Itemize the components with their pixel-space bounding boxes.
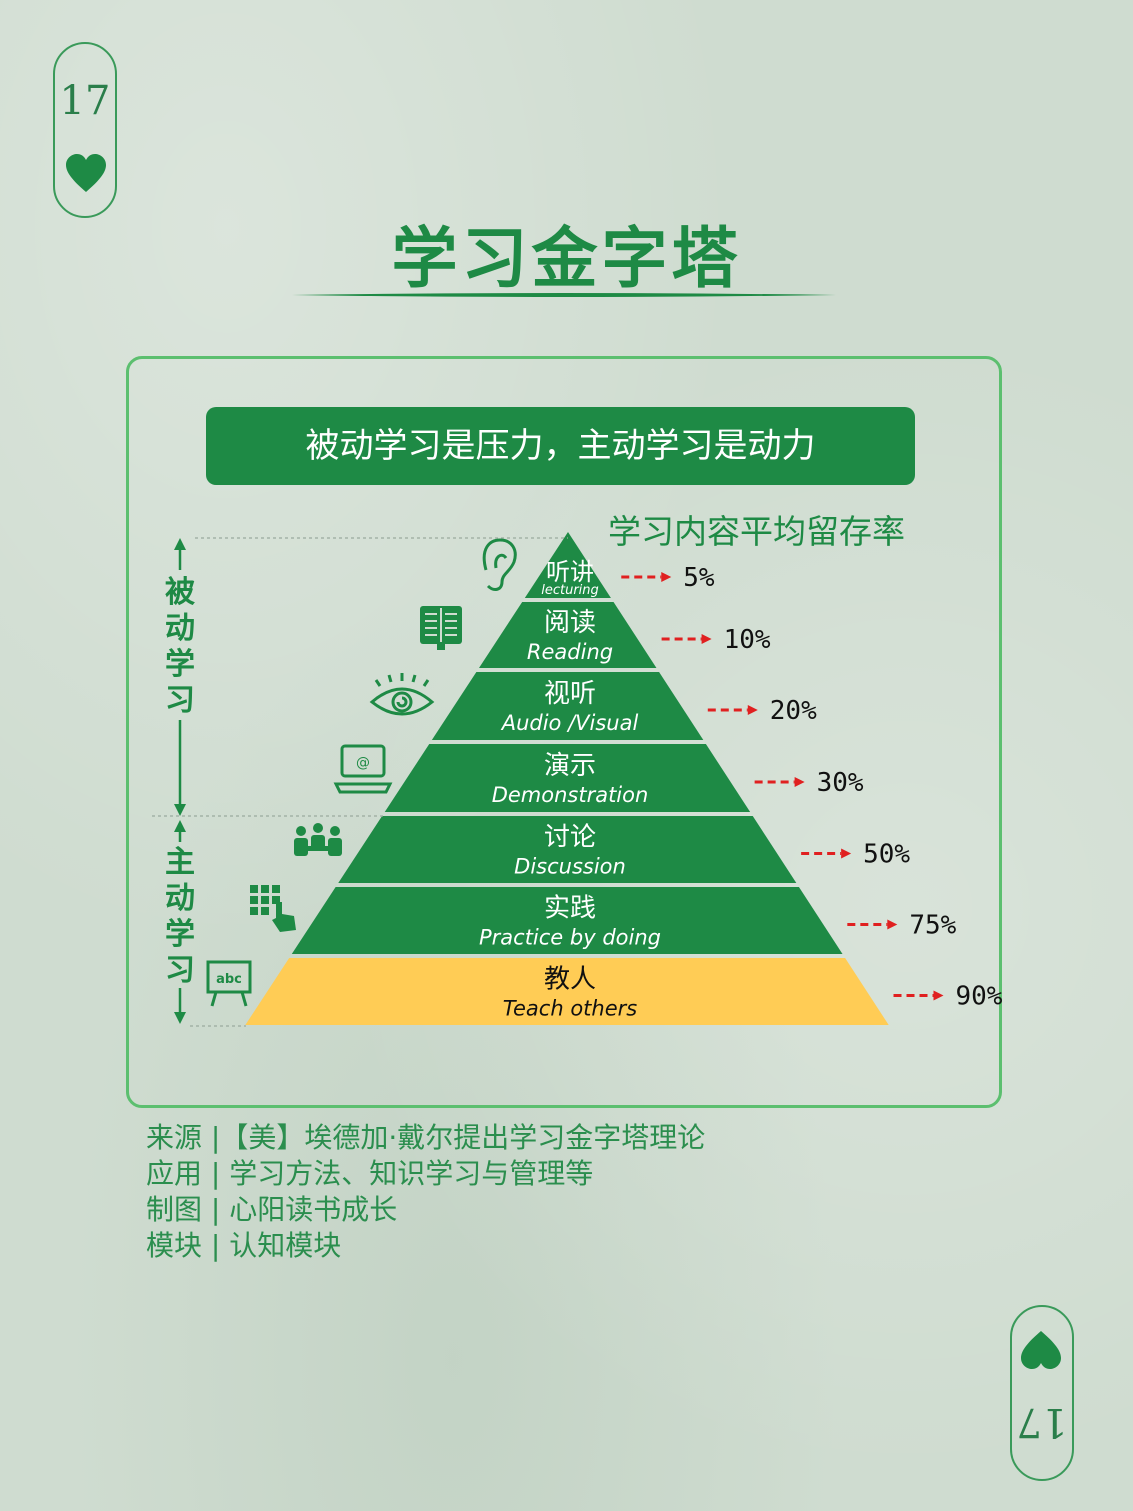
group-discussion-icon xyxy=(294,823,342,856)
layer-label-en: Practice by doing xyxy=(479,926,661,950)
layer-label-cn: 教人 xyxy=(544,965,596,995)
retention-arrow-head xyxy=(794,777,805,787)
corner-tag-top: 17 xyxy=(53,42,117,218)
retention-rate-title: 学习内容平均留存率 xyxy=(608,512,905,551)
retention-percent: 20% xyxy=(770,696,817,726)
retention-arrow-head xyxy=(701,634,712,644)
pyramid-layer xyxy=(245,958,889,1025)
layer-label-cn: 阅读 xyxy=(544,608,596,638)
footer-source: 来源 |【美】埃德加·戴尔提出学习金字塔理论 xyxy=(146,1121,706,1154)
retention-percent: 90% xyxy=(956,982,1003,1012)
keypad-touch-icon xyxy=(250,885,296,932)
pyramid-layer xyxy=(384,744,751,812)
corner-tag-bottom: 17 xyxy=(1010,1305,1074,1481)
pyramid-layer xyxy=(338,816,797,883)
retention-percent: 10% xyxy=(724,625,771,655)
side-bracket xyxy=(174,538,186,1024)
retention-percent: 30% xyxy=(817,768,864,798)
retention-percent: 50% xyxy=(863,840,910,870)
passive-learning-label: 被动学习 xyxy=(165,575,195,718)
layer-label-en: Reading xyxy=(527,640,613,664)
retention-percent: 5% xyxy=(683,563,715,593)
retention-arrow-head xyxy=(747,705,758,715)
svg-text:@: @ xyxy=(356,755,370,771)
layer-label-en: Demonstration xyxy=(492,783,649,807)
retention-arrow-head xyxy=(887,919,898,930)
eye-icon xyxy=(369,673,435,716)
pyramid-layer xyxy=(524,532,611,598)
footer-module: 模块 | 认知模块 xyxy=(146,1229,342,1262)
layer-label-cn: 视听 xyxy=(544,679,596,709)
layer-label-en: Teach others xyxy=(503,997,637,1021)
content-frame xyxy=(126,356,1002,1108)
retention-arrow-head xyxy=(661,572,672,582)
page-title: 学习金字塔 xyxy=(391,220,742,297)
ear-icon xyxy=(482,538,517,591)
footer-author: 制图 | 心阳读书成长 xyxy=(146,1193,398,1226)
footer-application: 应用 | 学习方法、知识学习与管理等 xyxy=(146,1157,594,1190)
layer-label-cn: 实践 xyxy=(544,894,596,924)
pyramid-layer xyxy=(431,672,704,740)
layer-label-en: Audio /Visual xyxy=(500,711,639,735)
layer-label-cn: 演示 xyxy=(544,751,596,781)
layer-label-en: Discussion xyxy=(514,855,626,879)
retention-percent: 75% xyxy=(909,911,956,941)
active-learning-label: 主动学习 xyxy=(165,845,195,988)
heart-icon xyxy=(1021,1331,1061,1369)
corner-number: 17 xyxy=(59,78,111,124)
laptop-icon: @ xyxy=(333,744,393,794)
layer-label-cn: 听讲 xyxy=(546,558,594,586)
title-underline xyxy=(292,293,836,297)
pyramid-layer xyxy=(291,887,843,954)
retention-arrow-head xyxy=(933,990,944,1001)
slogan-banner: 被动学习是压力，主动学习是动力 xyxy=(206,407,915,485)
pyramid-layer xyxy=(478,602,657,668)
book-icon xyxy=(420,606,462,650)
heart-icon xyxy=(66,154,106,192)
layer-label-en: lecturing xyxy=(541,583,599,598)
blackboard-abc-icon: abc xyxy=(206,960,252,1007)
layer-label-cn: 讨论 xyxy=(544,823,596,853)
retention-arrow-head xyxy=(841,848,852,859)
svg-text:abc: abc xyxy=(216,972,242,987)
